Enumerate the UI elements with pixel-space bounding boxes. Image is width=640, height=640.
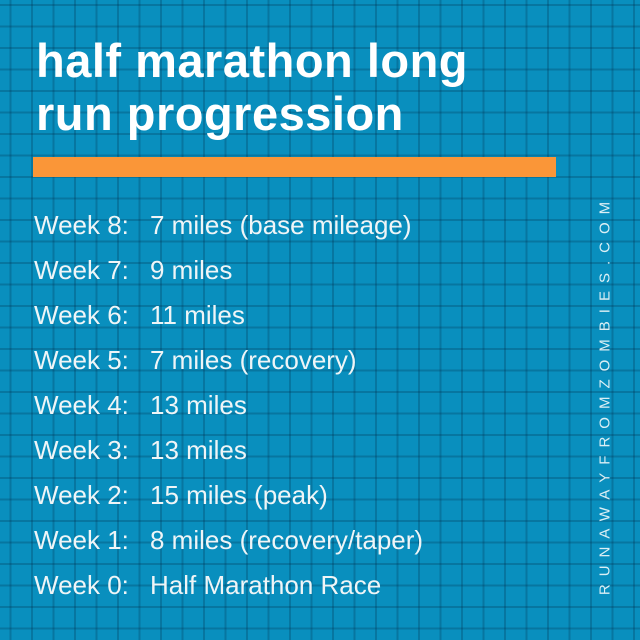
schedule-row: Week 3: 13 miles [34, 428, 564, 473]
page-title-line1: half marathon long [36, 34, 468, 87]
title-divider-bar [33, 157, 556, 177]
week-label: Week 2: [34, 480, 129, 510]
week-value: 9 miles [150, 255, 233, 285]
week-label: Week 6: [34, 300, 129, 330]
schedule-row: Week 8: 7 miles (base mileage) [34, 203, 564, 248]
week-value: 7 miles (base mileage) [150, 210, 412, 240]
week-value: 8 miles (recovery/taper) [150, 525, 424, 555]
week-label: Week 4: [34, 390, 129, 420]
schedule-row: Week 7: 9 miles [34, 248, 564, 293]
schedule-row: Week 0: Half Marathon Race [34, 563, 564, 608]
week-label: Week 7: [34, 255, 129, 285]
week-value: Half Marathon Race [150, 570, 382, 600]
week-label: Week 1: [34, 525, 129, 555]
week-value: 11 miles [150, 300, 245, 330]
website-watermark: RUNAWAYFROMZOMBIES.COM [596, 193, 614, 596]
week-label: Week 8: [34, 210, 129, 240]
schedule-row: Week 6: 11 miles [34, 293, 564, 338]
schedule-row: Week 5: 7 miles (recovery) [34, 338, 564, 383]
schedule-row: Week 4: 13 miles [34, 383, 564, 428]
schedule-row: Week 1: 8 miles (recovery/taper) [34, 518, 564, 563]
week-value: 15 miles (peak) [150, 480, 328, 510]
schedule-list: Week 8: 7 miles (base mileage) Week 7: 9 mi… [34, 203, 564, 608]
week-label: Week 5: [34, 345, 129, 375]
week-value: 7 miles (recovery) [150, 345, 357, 375]
week-value: 13 miles [150, 390, 247, 420]
page-title-line2: run progression [36, 87, 404, 140]
page-title: half marathon long run progression [36, 34, 468, 140]
week-label: Week 3: [34, 435, 129, 465]
week-label: Week 0: [34, 570, 129, 600]
schedule-row: Week 2: 15 miles (peak) [34, 473, 564, 518]
week-value: 13 miles [150, 435, 247, 465]
